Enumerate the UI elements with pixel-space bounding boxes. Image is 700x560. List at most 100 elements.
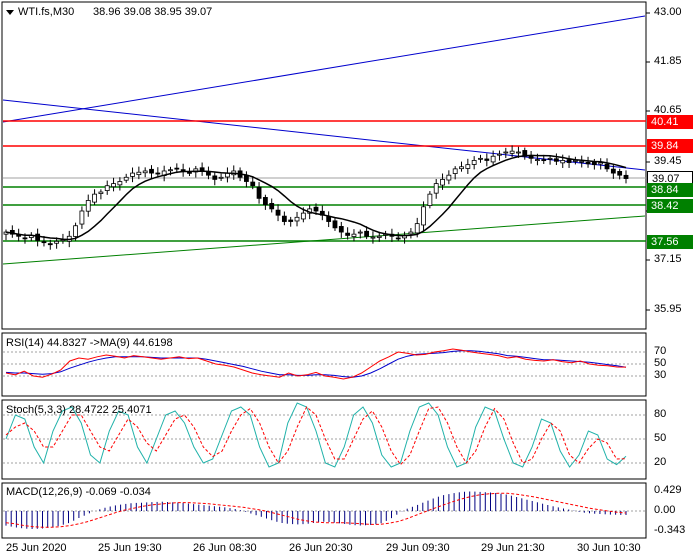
candle-body bbox=[421, 206, 426, 226]
candle-body bbox=[376, 235, 382, 238]
candle-body bbox=[22, 237, 28, 240]
rsi-line bbox=[5, 348, 627, 380]
candle-body bbox=[408, 231, 414, 235]
candle-body bbox=[357, 231, 363, 234]
candle-body bbox=[623, 174, 629, 179]
time-tick: 30 Jun 10:30 bbox=[577, 542, 641, 554]
candle-body bbox=[617, 171, 623, 176]
candle-body bbox=[193, 168, 199, 173]
price-tick: 40.65 bbox=[654, 104, 682, 116]
candle-body bbox=[610, 168, 616, 174]
candle-body bbox=[414, 223, 420, 234]
candle-body bbox=[288, 219, 294, 222]
candle-body bbox=[54, 240, 60, 244]
macd-tick: -0.343 bbox=[654, 524, 686, 536]
rsi-title: RSI(14) 44.8327 ->MA(9) 44.6198 bbox=[6, 337, 173, 349]
candle-body bbox=[155, 172, 161, 175]
trend-line-falling-blue[interactable] bbox=[2, 99, 646, 171]
candle-body bbox=[300, 212, 306, 220]
stoch-signal-line bbox=[5, 406, 627, 466]
candle-body bbox=[244, 175, 249, 182]
candle-body bbox=[130, 172, 135, 177]
time-tick: 29 Jun 21:30 bbox=[481, 542, 545, 554]
level-label-37-56: 37.56 bbox=[647, 235, 693, 249]
candle-body bbox=[554, 158, 559, 162]
rsi-tick: 30 bbox=[654, 369, 667, 381]
candle-body bbox=[123, 176, 129, 181]
price-tick: 41.85 bbox=[654, 55, 682, 67]
candle-body bbox=[174, 167, 180, 170]
candle-body bbox=[591, 161, 597, 166]
candle-body bbox=[471, 160, 477, 165]
candle-body bbox=[566, 159, 572, 163]
candle-body bbox=[313, 206, 319, 212]
candle-body bbox=[465, 164, 471, 169]
candle-body bbox=[136, 171, 142, 176]
candle-body bbox=[560, 160, 566, 164]
candle-body bbox=[459, 166, 464, 170]
stoch-tick: 20 bbox=[654, 456, 667, 468]
trend-line-rising-blue[interactable] bbox=[2, 15, 646, 123]
stoch-title: Stoch(5,3,3) 28.4722 25.4071 bbox=[6, 404, 152, 416]
candle-body bbox=[212, 175, 218, 180]
stoch-main-line bbox=[5, 402, 627, 468]
main-pane[interactable] bbox=[1, 1, 647, 330]
time-tick: 26 Jun 08:30 bbox=[193, 542, 257, 554]
candle-body bbox=[585, 161, 591, 165]
candle-body bbox=[572, 160, 578, 162]
time-tick: 25 Jun 19:30 bbox=[98, 542, 162, 554]
level-label-38-42: 38.42 bbox=[647, 199, 693, 213]
time-tick: 25 Jun 2020 bbox=[6, 542, 67, 554]
level-label-40-41: 40.41 bbox=[647, 115, 693, 129]
macd-tick: 0.00 bbox=[654, 504, 676, 516]
candle-body bbox=[104, 185, 110, 191]
candle-body bbox=[206, 171, 211, 176]
candle-body bbox=[117, 181, 123, 186]
price-tick: 37.15 bbox=[654, 253, 682, 265]
candle-body bbox=[187, 171, 192, 174]
candle-body bbox=[351, 233, 357, 237]
candle-body bbox=[281, 215, 287, 222]
rsi-tick: 50 bbox=[654, 357, 667, 369]
candle-body bbox=[149, 168, 154, 174]
symbol-label: WTI.fs,M30 bbox=[18, 6, 75, 18]
candle-body bbox=[490, 155, 496, 163]
candle-body bbox=[440, 179, 445, 186]
candle-body bbox=[370, 236, 376, 239]
candle-body bbox=[427, 193, 433, 206]
candle-body bbox=[111, 183, 116, 188]
candle-body bbox=[541, 159, 547, 162]
stoch-tick: 50 bbox=[654, 432, 667, 444]
price-tick: 39.45 bbox=[654, 155, 682, 167]
time-tick: 26 Jun 20:30 bbox=[289, 542, 353, 554]
stoch-tick: 80 bbox=[654, 408, 667, 420]
candle-body bbox=[326, 216, 332, 222]
trend-line-rising-green[interactable] bbox=[2, 215, 646, 265]
candle-body bbox=[484, 158, 490, 161]
candle-body bbox=[547, 157, 553, 160]
price-tick: 43.00 bbox=[654, 6, 682, 18]
candle-body bbox=[598, 162, 604, 165]
collapse-triangle-icon[interactable] bbox=[6, 10, 14, 15]
candle-body bbox=[338, 226, 344, 233]
candle-body bbox=[497, 153, 502, 156]
candle-body bbox=[79, 210, 85, 225]
macd-title: MACD(12,26,9) -0.069 -0.034 bbox=[6, 486, 151, 498]
candlestick-series bbox=[3, 145, 629, 250]
candle-body bbox=[345, 232, 351, 236]
candle-body bbox=[516, 151, 521, 154]
candle-body bbox=[262, 197, 268, 206]
candle-body bbox=[218, 176, 224, 179]
ohlc-values: 38.96 39.08 38.95 39.07 bbox=[93, 6, 213, 18]
candle-body bbox=[433, 183, 439, 194]
candle-body bbox=[98, 191, 104, 194]
candle-body bbox=[47, 243, 53, 246]
price-axis-ticks bbox=[646, 12, 650, 311]
candle-body bbox=[579, 160, 585, 163]
candle-body bbox=[256, 186, 262, 199]
rsi-tick: 70 bbox=[654, 345, 667, 357]
macd-signal-line bbox=[5, 492, 627, 528]
candle-body bbox=[332, 220, 338, 229]
candle-body bbox=[85, 200, 91, 212]
